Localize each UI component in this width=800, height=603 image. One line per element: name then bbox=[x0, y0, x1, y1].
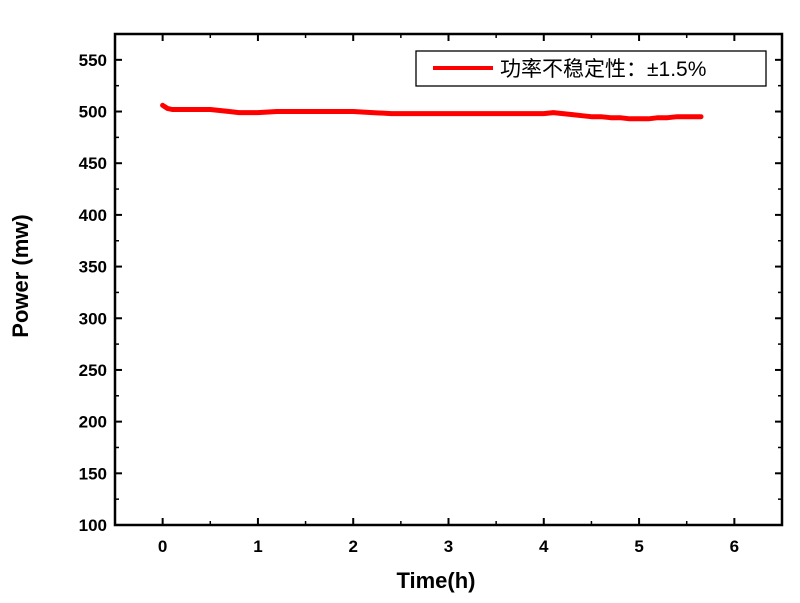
x-tick-label: 6 bbox=[730, 537, 739, 556]
series-layer bbox=[160, 102, 704, 122]
x-tick-label: 4 bbox=[539, 537, 549, 556]
x-tick-label: 5 bbox=[634, 537, 643, 556]
y-tick-label: 150 bbox=[79, 464, 107, 483]
x-tick-label: 1 bbox=[253, 537, 262, 556]
y-tick-label: 450 bbox=[79, 154, 107, 173]
legend: 功率不稳定性：±1.5% bbox=[415, 50, 767, 87]
x-tick-label: 2 bbox=[348, 537, 357, 556]
x-axis-title: Time(h) bbox=[396, 568, 475, 593]
y-tick-label: 350 bbox=[79, 258, 107, 277]
x-tick-label: 0 bbox=[158, 537, 167, 556]
x-axis-ticks: 0 1 2 3 4 5 6 bbox=[158, 34, 739, 556]
y-axis-ticks: 100 150 200 250 300 350 400 450 500 550 bbox=[79, 51, 782, 535]
y-tick-label: 250 bbox=[79, 361, 107, 380]
y-tick-label: 550 bbox=[79, 51, 107, 70]
y-axis-title: Power (mw) bbox=[8, 214, 33, 337]
x-tick-label: 3 bbox=[444, 537, 453, 556]
y-tick-label: 300 bbox=[79, 309, 107, 328]
series-line-0 bbox=[160, 102, 704, 122]
y-tick-label: 200 bbox=[79, 413, 107, 432]
y-tick-label: 100 bbox=[79, 516, 107, 535]
y-tick-label: 400 bbox=[79, 206, 107, 225]
y-tick-label: 500 bbox=[79, 103, 107, 122]
legend-label-0: 功率不稳定性：±1.5% bbox=[500, 58, 706, 81]
